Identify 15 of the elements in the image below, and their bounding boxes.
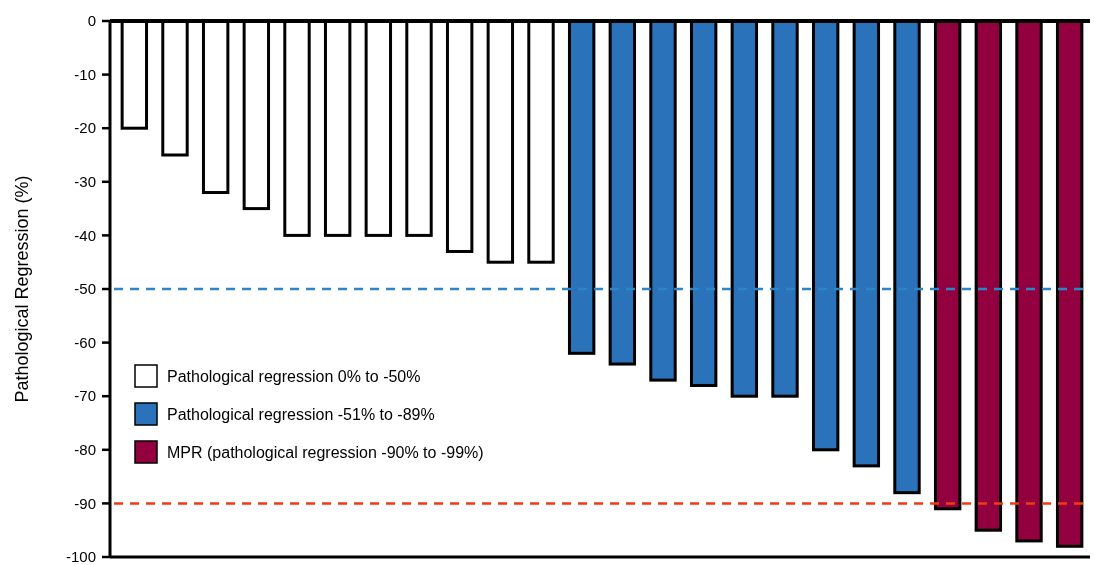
legend-label: Pathological regression -51% to -89% bbox=[167, 405, 435, 423]
y-tick-label: -80 bbox=[74, 441, 96, 459]
y-tick-label: 0 bbox=[87, 12, 96, 30]
y-tick-label: -50 bbox=[74, 280, 96, 298]
legend-label: Pathological regression 0% to -50% bbox=[167, 367, 421, 385]
y-tick-label: -40 bbox=[74, 226, 96, 244]
y-tick-label: -20 bbox=[74, 119, 96, 137]
y-tick-label: -10 bbox=[74, 65, 96, 83]
y-tick-label: -70 bbox=[74, 387, 96, 405]
y-tick-label: -100 bbox=[65, 548, 96, 565]
y-axis-title: Pathological Regression (%) bbox=[12, 175, 32, 403]
y-tick-label: -60 bbox=[74, 333, 96, 351]
y-tick-label: -90 bbox=[74, 494, 96, 512]
legend-label: MPR (pathological regression -90% to -99%) bbox=[167, 443, 484, 461]
y-tick-label: -30 bbox=[74, 173, 96, 191]
